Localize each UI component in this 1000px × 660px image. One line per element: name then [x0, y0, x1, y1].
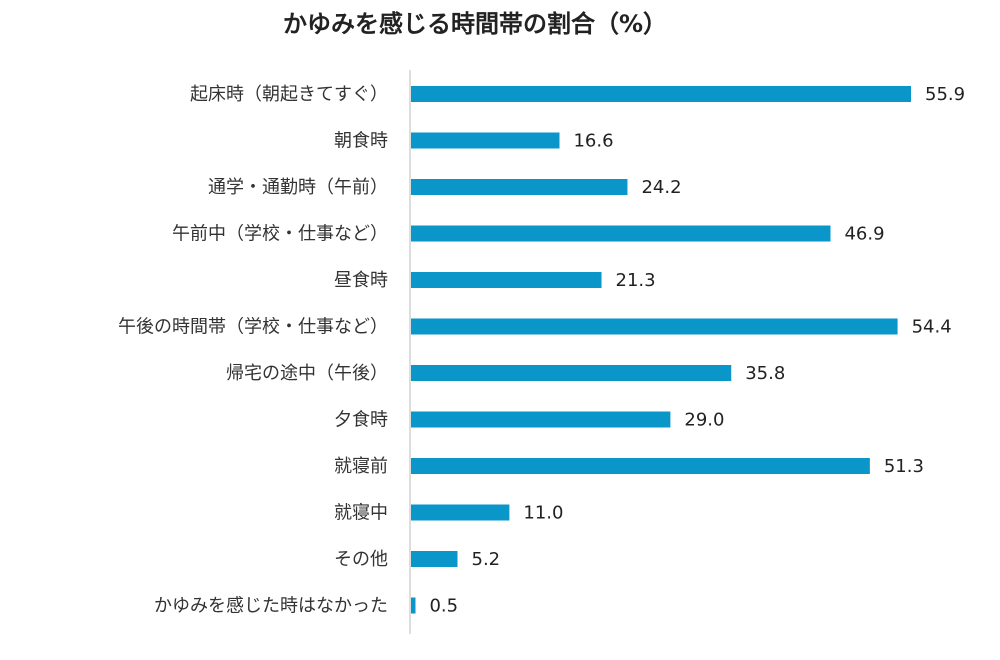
value-label-9: 11.0: [523, 503, 563, 524]
value-label-8: 51.3: [884, 456, 924, 477]
bars-group: [411, 86, 911, 614]
bar-6: [411, 365, 732, 381]
value-labels-group: 55.9 16.6 24.2 46.9 21.3 54.4 35.8 29.0 51.3 11.0…: [429, 84, 965, 617]
bar-5: [411, 318, 898, 335]
bar-2: [411, 179, 628, 195]
value-label-6: 35.8: [745, 363, 785, 384]
bar-8: [411, 458, 870, 474]
bar-7: [411, 411, 671, 428]
category-label-10: その他: [334, 549, 388, 570]
bar-1: [411, 132, 560, 149]
category-label-3: 午前中（学校・仕事など）: [172, 224, 388, 245]
value-label-3: 46.9: [844, 224, 884, 245]
category-label-2: 通学・通勤時（午前）: [208, 177, 388, 198]
category-label-8: 就寝前: [334, 456, 388, 477]
bar-3: [411, 225, 831, 242]
value-label-10: 5.2: [472, 549, 501, 570]
value-label-1: 16.6: [573, 131, 613, 152]
bar-11: [411, 597, 416, 614]
value-label-4: 21.3: [616, 270, 656, 291]
value-label-11: 0.5: [429, 596, 458, 617]
value-label-7: 29.0: [684, 410, 724, 431]
category-label-1: 朝食時: [334, 131, 388, 152]
bar-0: [411, 86, 911, 102]
category-label-5: 午後の時間帯（学校・仕事など）: [118, 317, 388, 338]
category-label-7: 夕食時: [334, 410, 388, 431]
value-label-0: 55.9: [925, 84, 965, 105]
bar-10: [411, 551, 458, 567]
category-label-0: 起床時（朝起きてすぐ）: [190, 84, 388, 105]
value-label-5: 54.4: [912, 317, 952, 338]
bar-9: [411, 504, 510, 521]
bar-4: [411, 272, 602, 288]
chart-title: かゆみを感じる時間帯の割合（%）: [283, 10, 667, 38]
category-label-11: かゆみを感じた時はなかった: [154, 596, 388, 617]
category-label-6: 帰宅の途中（午後）: [226, 363, 388, 384]
value-label-2: 24.2: [641, 177, 681, 198]
category-label-9: 就寝中: [334, 503, 388, 524]
category-label-4: 昼食時: [334, 270, 388, 291]
